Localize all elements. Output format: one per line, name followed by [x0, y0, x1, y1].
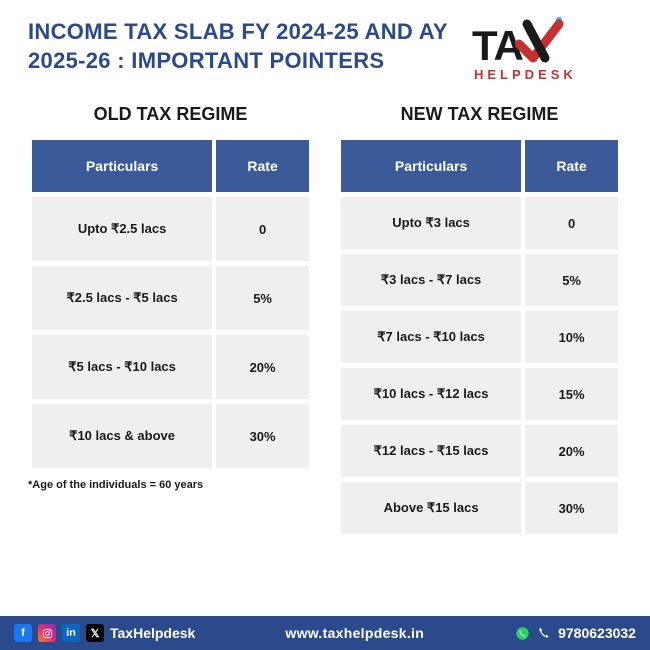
table-row: ₹12 lacs - ₹15 lacs20% — [341, 425, 618, 477]
footer-handle[interactable]: TaxHelpdesk — [110, 625, 195, 641]
td-particulars: ₹10 lacs - ₹12 lacs — [341, 368, 521, 420]
table-row: ₹5 lacs - ₹10 lacs20% — [32, 335, 309, 399]
td-rate: 5% — [216, 266, 309, 330]
td-rate: 20% — [525, 425, 618, 477]
instagram-icon[interactable] — [38, 624, 56, 642]
whatsapp-icon[interactable] — [514, 625, 530, 641]
table-header-row: Particulars Rate — [32, 140, 309, 192]
td-particulars: ₹7 lacs - ₹10 lacs — [341, 311, 521, 363]
footer-contact: 9780623032 — [514, 625, 636, 641]
td-rate: 10% — [525, 311, 618, 363]
new-regime-column: NEW TAX REGIME Particulars Rate Upto ₹3 … — [337, 104, 622, 539]
old-regime-title: OLD TAX REGIME — [28, 104, 313, 125]
td-particulars: ₹12 lacs - ₹15 lacs — [341, 425, 521, 477]
table-row: Above ₹15 lacs30% — [341, 482, 618, 534]
th-particulars: Particulars — [32, 140, 212, 192]
logo-subtext: HELPDESK — [474, 67, 577, 82]
table-header-row: Particulars Rate — [341, 140, 618, 192]
age-note: *Age of the individuals = 60 years — [28, 473, 313, 491]
td-particulars: ₹3 lacs - ₹7 lacs — [341, 254, 521, 306]
td-particulars: Upto ₹3 lacs — [341, 197, 521, 249]
footer-website[interactable]: www.taxhelpdesk.in — [285, 625, 424, 641]
td-particulars: Above ₹15 lacs — [341, 482, 521, 534]
page-title: INCOME TAX SLAB FY 2024-25 AND AY 2025-2… — [28, 18, 448, 75]
main-content: OLD TAX REGIME Particulars Rate Upto ₹2.… — [0, 94, 650, 539]
facebook-icon[interactable]: f — [14, 624, 32, 642]
td-particulars: ₹5 lacs - ₹10 lacs — [32, 335, 212, 399]
td-rate: 20% — [216, 335, 309, 399]
footer: f in 𝕏 TaxHelpdesk www.taxhelpdesk.in 97… — [0, 616, 650, 650]
td-rate: 30% — [216, 404, 309, 468]
logo-check-icon — [523, 22, 561, 64]
table-row: Upto ₹2.5 lacs0 — [32, 197, 309, 261]
footer-phone[interactable]: 9780623032 — [558, 625, 636, 641]
table-row: ₹7 lacs - ₹10 lacs10% — [341, 311, 618, 363]
table-row: Upto ₹3 lacs0 — [341, 197, 618, 249]
table-row: ₹10 lacs - ₹12 lacs15% — [341, 368, 618, 420]
th-particulars: Particulars — [341, 140, 521, 192]
old-regime-table: Particulars Rate Upto ₹2.5 lacs0 ₹2.5 la… — [28, 135, 313, 473]
logo-main: TA — [472, 22, 561, 70]
td-rate: 0 — [525, 197, 618, 249]
phone-icon[interactable] — [536, 625, 552, 641]
header: INCOME TAX SLAB FY 2024-25 AND AY 2025-2… — [0, 0, 650, 94]
th-rate: Rate — [216, 140, 309, 192]
old-regime-column: OLD TAX REGIME Particulars Rate Upto ₹2.… — [28, 104, 313, 539]
new-regime-title: NEW TAX REGIME — [337, 104, 622, 125]
table-row: ₹2.5 lacs - ₹5 lacs5% — [32, 266, 309, 330]
linkedin-icon[interactable]: in — [62, 624, 80, 642]
footer-social: f in 𝕏 TaxHelpdesk — [14, 624, 195, 642]
logo: TA HELPDESK — [472, 18, 622, 88]
td-particulars: ₹10 lacs & above — [32, 404, 212, 468]
td-rate: 5% — [525, 254, 618, 306]
new-regime-table: Particulars Rate Upto ₹3 lacs0 ₹3 lacs -… — [337, 135, 622, 539]
table-row: ₹3 lacs - ₹7 lacs5% — [341, 254, 618, 306]
table-row: ₹10 lacs & above30% — [32, 404, 309, 468]
td-rate: 0 — [216, 197, 309, 261]
td-rate: 15% — [525, 368, 618, 420]
x-icon[interactable]: 𝕏 — [86, 624, 104, 642]
td-rate: 30% — [525, 482, 618, 534]
th-rate: Rate — [525, 140, 618, 192]
td-particulars: Upto ₹2.5 lacs — [32, 197, 212, 261]
td-particulars: ₹2.5 lacs - ₹5 lacs — [32, 266, 212, 330]
